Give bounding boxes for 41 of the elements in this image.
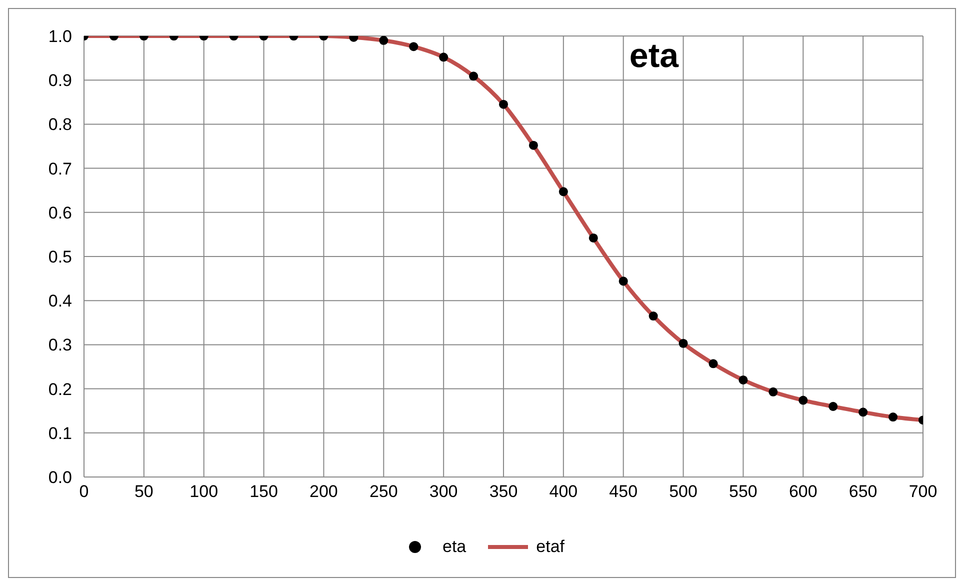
y-tick-label: 0.5	[48, 248, 72, 267]
x-tick-label: 700	[908, 482, 938, 502]
y-tick-label: 0.1	[48, 424, 72, 443]
y-tick-label: 0.9	[48, 71, 72, 90]
legend-label: etaf	[536, 537, 564, 557]
point	[888, 412, 898, 422]
point	[648, 312, 658, 321]
x-tick-label: 50	[134, 482, 154, 502]
point	[618, 276, 628, 286]
point	[558, 187, 568, 196]
x-tick-label: 500	[669, 482, 698, 502]
x-tick-label: 200	[310, 482, 338, 502]
x-tick-label: 650	[848, 482, 878, 502]
y-tick-label: 0.8	[48, 115, 72, 134]
point	[768, 387, 778, 396]
point	[798, 396, 808, 405]
point	[588, 233, 598, 242]
y-tick-label: 1.0	[48, 27, 72, 46]
y-tick-label: 0.0	[48, 468, 72, 488]
y-tick-label: 0.7	[48, 159, 72, 178]
x-tick-label: 250	[369, 482, 398, 502]
y-tick-label: 0.3	[48, 336, 72, 355]
x-tick-label: 550	[729, 482, 758, 502]
x-tick-label: 400	[549, 482, 578, 502]
x-tick-label: 150	[250, 482, 278, 502]
point	[738, 375, 748, 384]
x-tick-label: 350	[489, 482, 518, 502]
point	[708, 359, 718, 368]
legend-label: eta	[442, 537, 466, 557]
x-tick-label: 0	[79, 482, 89, 502]
chart-title: eta	[628, 37, 680, 76]
point	[678, 338, 688, 348]
x-tick-label: 100	[190, 482, 218, 502]
x-tick-label: 450	[609, 482, 638, 502]
x-tick-label: 300	[429, 482, 458, 502]
x-tick-label: 600	[788, 482, 818, 502]
y-tick-label: 0.4	[48, 292, 72, 311]
y-tick-label: 0.6	[48, 203, 72, 222]
point	[828, 402, 838, 411]
y-tick-label: 0.2	[48, 380, 72, 399]
point	[858, 408, 868, 417]
